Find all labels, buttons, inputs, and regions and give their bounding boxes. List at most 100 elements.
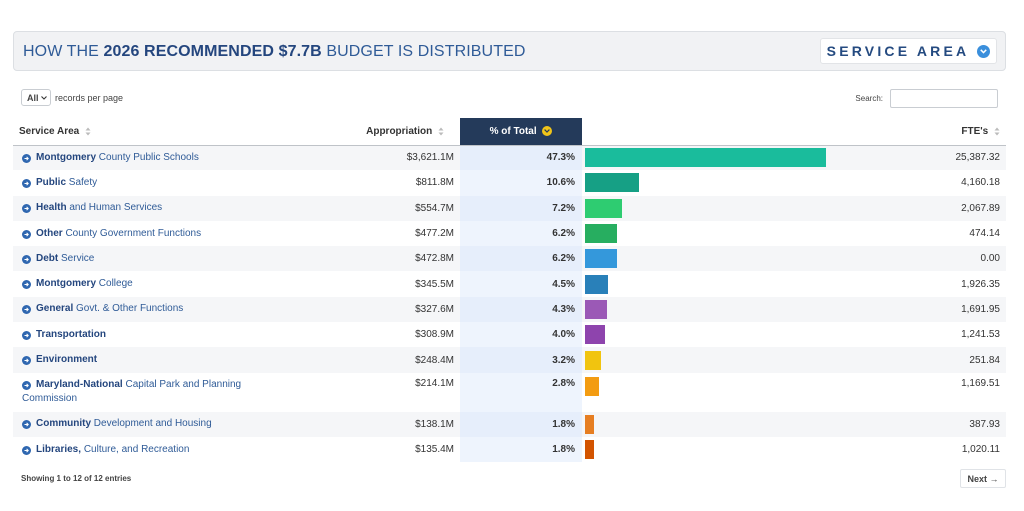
service-area-name-bold: General — [36, 303, 74, 315]
column-header-ftes[interactable]: FTE's — [832, 118, 1006, 146]
appropriation-cell: $135.4M — [415, 444, 454, 456]
header-panel: HOW THE 2026 RECOMMENDED $7.7B BUDGET IS… — [13, 31, 1006, 71]
table-row[interactable]: Transportation $308.9M 4.0% 1,241.53 — [13, 322, 1006, 348]
search-input[interactable] — [890, 89, 998, 108]
pct-bar — [585, 325, 605, 345]
records-per-page-label: records per page — [55, 92, 124, 103]
table-row[interactable]: Montgomery College $345.5M 4.5% 1,926.35 — [13, 271, 1006, 297]
table-row[interactable]: Libraries, Culture, and Recreation $135.4… — [13, 436, 1006, 463]
service-area-name-rest: County Government Functions — [65, 227, 202, 239]
service-area-name-bold: Health — [36, 202, 67, 214]
ftes-cell: 1,169.51 — [961, 377, 1000, 389]
arrow-right-circle-icon[interactable] — [22, 153, 31, 163]
ftes-cell: 474.14 — [969, 228, 1000, 240]
chevron-down-icon — [977, 44, 991, 58]
service-area-cell[interactable]: Montgomery College — [13, 271, 273, 296]
appropriation-cell: $477.2M — [415, 228, 454, 240]
arrow-right-circle-icon[interactable] — [22, 445, 31, 455]
arrow-right-circle-icon[interactable] — [22, 204, 31, 214]
title-suffix: BUDGET IS DISTRIBUTED — [326, 43, 526, 60]
table-row[interactable]: Health and Human Services $554.7M 7.2% 2,06… — [13, 195, 1006, 221]
bar-cell — [582, 347, 832, 373]
arrow-right-circle-icon[interactable] — [22, 380, 31, 390]
service-area-cell[interactable]: Debt Service — [13, 246, 273, 272]
table-row[interactable]: Debt Service $472.8M 6.2% 0.00 — [13, 246, 1006, 272]
service-area-name-rest: College — [98, 278, 133, 290]
service-area-name-rest: Safety — [68, 176, 98, 188]
records-per-page-value: All — [27, 92, 39, 103]
sort-icon — [994, 127, 1000, 136]
bar-cell — [582, 437, 832, 462]
service-area-name-bold: Other — [36, 227, 63, 239]
service-area-name-rest: Service — [61, 252, 95, 264]
service-area-name-rest: Culture, and Recreation — [83, 443, 190, 455]
pct-bar — [585, 376, 599, 396]
table-row[interactable]: Public Safety $811.8M 10.6% 4,160.18 — [13, 170, 1006, 196]
column-header-service-area[interactable]: Service Area — [13, 118, 273, 146]
service-area-cell[interactable]: Public Safety — [13, 170, 273, 195]
next-page-button[interactable]: Next → — [960, 469, 1006, 488]
column-label: FTE's — [961, 125, 989, 137]
pct-bar — [585, 224, 617, 244]
service-area-cell[interactable]: General Govt. & Other Functions — [13, 296, 273, 323]
pct-bar — [585, 249, 617, 269]
service-area-name-rest: and Human Services — [69, 202, 163, 214]
service-area-cell[interactable]: Transportation — [13, 322, 273, 347]
pct-total-cell: 47.3% — [460, 145, 582, 171]
pct-bar — [585, 350, 601, 370]
arrow-right-circle-icon[interactable] — [22, 280, 31, 290]
appropriation-cell: $3,621.1M — [273, 145, 460, 171]
table-row[interactable]: Environment $248.4M 3.2% 251.84 — [13, 347, 1006, 373]
service-area-cell[interactable]: Environment — [13, 347, 273, 373]
pct-total-cell: 4.3% — [460, 296, 582, 323]
table-row[interactable]: Other County Government Functions $477.2M… — [13, 220, 1006, 247]
service-area-name-rest: Govt. & Other Functions — [76, 303, 184, 315]
search-control: Search: — [855, 89, 998, 108]
service-area-cell[interactable]: Other County Government Functions — [13, 221, 273, 246]
ftes-cell: 387.93 — [832, 411, 1006, 437]
arrow-right-circle-icon[interactable] — [22, 330, 31, 340]
table-row[interactable]: General Govt. & Other Functions $327.6M 4.… — [13, 296, 1006, 323]
table-header-row: Service Area Appropriation % of Total FT… — [13, 118, 1006, 146]
bar-cell — [582, 322, 832, 347]
table-row[interactable]: Maryland-National Capital Park and Plann… — [13, 372, 1006, 412]
sort-icon — [438, 127, 444, 136]
service-area-name-rest: Development and Housing — [93, 418, 212, 430]
service-area-cell[interactable]: Maryland-National Capital Park and Plann… — [13, 373, 273, 412]
arrow-right-circle-icon[interactable] — [22, 420, 31, 430]
service-area-cell[interactable]: Montgomery County Public Schools — [13, 145, 273, 171]
column-header-bar — [582, 118, 832, 146]
records-per-page-control: All records per page — [21, 89, 123, 106]
pct-bar — [585, 440, 594, 460]
service-area-button[interactable]: SERVICE AREA — [820, 38, 997, 64]
service-area-cell[interactable]: Health and Human Services — [13, 195, 273, 221]
service-area-name-bold: Transportation — [36, 328, 107, 340]
table-row[interactable]: Montgomery County Public Schools $3,621.1… — [13, 145, 1006, 171]
pct-bar — [585, 198, 622, 218]
arrow-right-circle-icon[interactable] — [22, 356, 31, 366]
column-header-pct-total[interactable]: % of Total — [460, 118, 582, 146]
arrow-right-circle-icon[interactable] — [22, 254, 31, 264]
service-area-cell[interactable]: Community Development and Housing — [13, 411, 273, 437]
arrow-right-circle-icon[interactable] — [22, 305, 31, 315]
service-area-name-bold: Public — [36, 176, 67, 188]
service-area-name-bold: Maryland-National — [36, 378, 123, 390]
budget-table: Service Area Appropriation % of Total FT… — [13, 118, 1006, 463]
service-area-name-bold: Community — [36, 418, 91, 430]
sort-icon — [85, 127, 91, 136]
bar-cell — [582, 271, 832, 296]
appropriation-cell: $554.7M — [273, 195, 460, 221]
pct-total-cell: 3.2% — [460, 347, 582, 373]
ftes-cell: 25,387.32 — [832, 145, 1006, 171]
service-area-cell[interactable]: Libraries, Culture, and Recreation — [13, 437, 273, 462]
column-header-appropriation[interactable]: Appropriation — [273, 118, 460, 146]
arrow-right-circle-icon[interactable] — [22, 178, 31, 188]
bar-cell — [582, 373, 832, 412]
records-per-page-select[interactable]: All — [21, 89, 51, 106]
arrow-right-circle-icon[interactable] — [22, 229, 31, 239]
appropriation-cell: $811.8M — [415, 177, 454, 189]
pct-total-cell: 10.6% — [460, 170, 582, 196]
appropriation-cell: $214.1M — [415, 377, 454, 389]
page-title: HOW THE 2026 RECOMMENDED $7.7B BUDGET IS… — [23, 43, 526, 61]
table-row[interactable]: Community Development and Housing $138.1M… — [13, 411, 1006, 437]
